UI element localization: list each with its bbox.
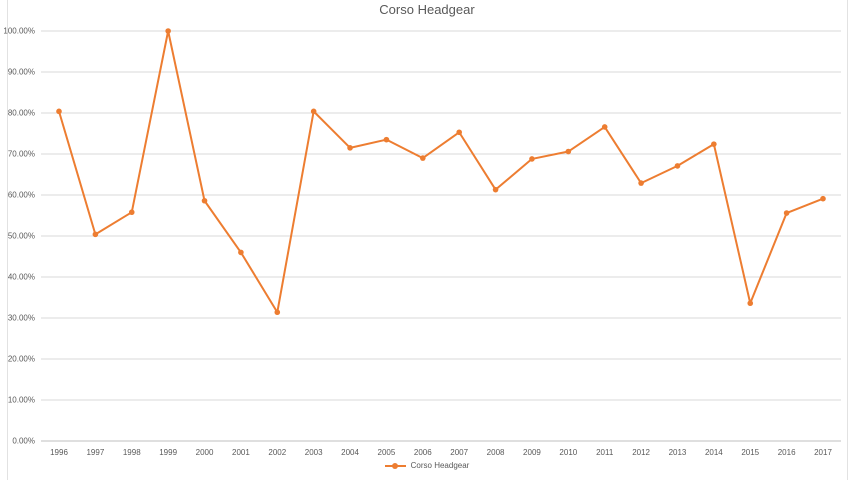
data-point-marker	[456, 129, 462, 136]
legend: Corso Headgear	[0, 459, 854, 473]
x-tick-label: 1996	[50, 448, 68, 457]
data-point-marker	[128, 209, 135, 216]
data-point-marker	[747, 300, 754, 307]
y-tick-label: 50.00%	[8, 232, 35, 241]
y-tick-label: 90.00%	[8, 68, 35, 77]
legend-label: Corso Headgear	[410, 461, 470, 470]
x-tick-label: 2002	[268, 448, 286, 457]
x-tick-label: 1999	[159, 448, 177, 457]
data-point-marker	[238, 249, 244, 256]
x-tick-label: 2011	[596, 448, 614, 457]
x-tick-label: 2000	[196, 448, 214, 457]
y-tick-label: 40.00%	[8, 273, 35, 282]
data-point-marker	[347, 145, 353, 151]
legend-line-marker-icon	[384, 463, 406, 469]
data-point-marker	[638, 180, 644, 186]
data-point-marker	[274, 309, 281, 316]
data-point-marker	[310, 108, 317, 115]
data-point-marker	[492, 186, 499, 193]
y-tick-label: 100.00%	[3, 27, 35, 36]
data-point-marker	[820, 195, 826, 202]
x-tick-label: 2004	[341, 448, 359, 457]
x-tick-label: 2010	[559, 448, 577, 457]
data-point-marker	[92, 231, 99, 238]
x-tick-label: 1998	[123, 448, 141, 457]
x-tick-label: 2013	[669, 448, 687, 457]
data-point-marker	[711, 141, 717, 147]
y-tick-label: 80.00%	[8, 109, 35, 118]
data-point-marker	[383, 136, 390, 143]
y-tick-label: 30.00%	[8, 314, 35, 323]
chart-title: Corso Headgear	[379, 2, 475, 17]
y-tick-label: 10.00%	[8, 396, 35, 405]
data-point-marker	[565, 148, 572, 155]
data-point-marker	[783, 210, 790, 216]
y-tick-label: 20.00%	[8, 355, 35, 364]
x-tick-label: 2008	[487, 448, 505, 457]
data-point-marker	[56, 108, 62, 115]
data-point-marker	[201, 197, 208, 204]
x-tick-label: 1997	[86, 448, 104, 457]
x-tick-label: 2007	[450, 448, 468, 457]
x-tick-label: 2016	[778, 448, 796, 457]
x-tick-label: 2015	[741, 448, 759, 457]
data-point-marker	[529, 156, 535, 162]
legend-marker-dot-icon	[392, 463, 399, 469]
series-line	[58, 30, 824, 314]
y-tick-label: 70.00%	[8, 150, 35, 159]
x-tick-label: 2005	[378, 448, 396, 457]
data-point-marker	[601, 124, 608, 130]
x-tick-label: 2001	[232, 448, 250, 457]
y-tick-label: 60.00%	[8, 191, 35, 200]
x-tick-label: 2017	[814, 448, 832, 457]
data-point-marker	[165, 28, 171, 34]
chart-border-right	[847, 0, 848, 480]
x-tick-label: 2014	[705, 448, 723, 457]
x-tick-label: 2003	[305, 448, 323, 457]
y-tick-label: 0.00%	[12, 437, 35, 446]
x-tick-label: 2009	[523, 448, 541, 457]
data-point-marker	[674, 163, 681, 169]
chart-border-left	[7, 0, 8, 480]
data-point-marker	[420, 155, 426, 161]
x-tick-label: 2006	[414, 448, 432, 457]
x-tick-label: 2012	[632, 448, 650, 457]
